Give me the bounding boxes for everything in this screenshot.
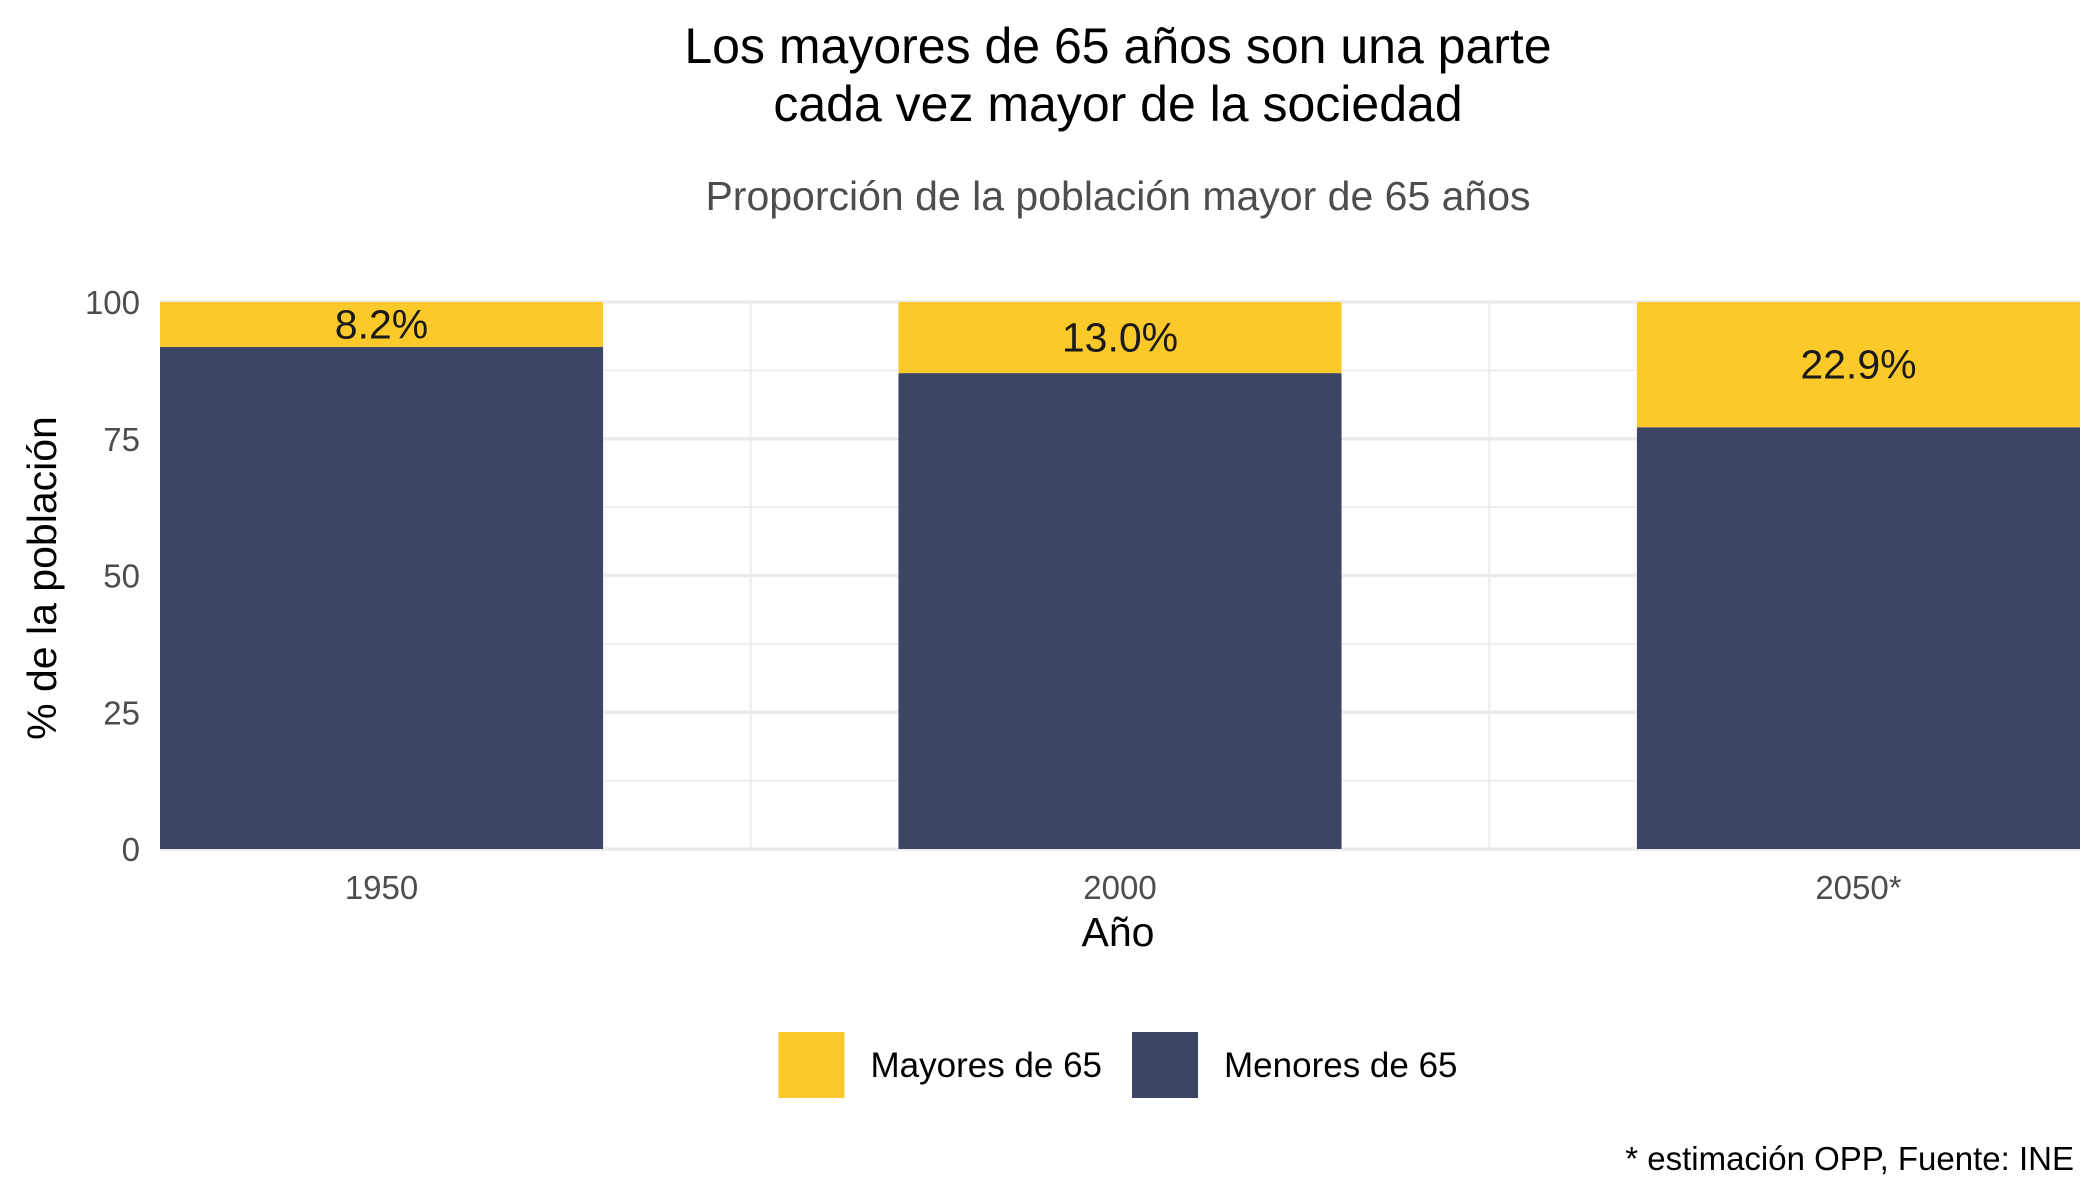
y-axis: 0 25 50 75 100 bbox=[85, 284, 140, 868]
chart-subtitle: Proporción de la población mayor de 65 a… bbox=[705, 173, 1530, 219]
plot-area: 8.2% 13.0% 22.9% bbox=[160, 300, 2080, 851]
legend: Mayores de 65 Menores de 65 bbox=[778, 1032, 1458, 1098]
bar-mayores-de-65-1950 bbox=[160, 302, 604, 347]
y-tick-label: 25 bbox=[103, 694, 140, 731]
x-axis-title: Año bbox=[1082, 909, 1155, 955]
legend-label: Mayores de 65 bbox=[870, 1046, 1102, 1085]
chart-title-line-1: Los mayores de 65 años son una parte bbox=[684, 18, 1551, 74]
bar-mayores-de-65-2000 bbox=[898, 302, 1342, 374]
legend-key-mayores-de-65 bbox=[778, 1032, 845, 1098]
data-labels: 8.2% 13.0% 22.9% bbox=[335, 301, 1917, 387]
y-tick-label: 75 bbox=[103, 421, 140, 458]
data-label-2050: 22.9% bbox=[1800, 342, 1916, 388]
x-tick-label: 2000 bbox=[1083, 869, 1156, 906]
legend-label: Menores de 65 bbox=[1224, 1046, 1457, 1085]
x-axis: 1950 2000 2050* bbox=[345, 869, 1902, 906]
bars bbox=[160, 302, 2080, 849]
chart-title-line-2: cada vez mayor de la sociedad bbox=[773, 76, 1462, 132]
x-tick-label: 1950 bbox=[345, 869, 418, 906]
legend-key-menores-de-65 bbox=[1132, 1032, 1199, 1098]
y-axis-title: % de la población bbox=[19, 416, 65, 740]
y-tick-label: 0 bbox=[122, 831, 140, 868]
data-label-2000: 13.0% bbox=[1062, 315, 1178, 361]
bar-menores-de-65-2050 bbox=[1636, 427, 2080, 849]
y-tick-label: 50 bbox=[103, 558, 140, 595]
caption: * estimación OPP, Fuente: INE bbox=[1625, 1140, 2074, 1177]
bar-mayores-de-65-2050 bbox=[1636, 302, 2080, 428]
chart-title: Los mayores de 65 años son una parte cad… bbox=[684, 18, 1551, 132]
x-tick-label: 2050* bbox=[1815, 869, 1901, 906]
bar-menores-de-65-2000 bbox=[898, 373, 1342, 849]
data-label-1950: 8.2% bbox=[335, 301, 428, 347]
bar-menores-de-65-1950 bbox=[160, 346, 604, 849]
y-tick-label: 100 bbox=[85, 284, 140, 321]
